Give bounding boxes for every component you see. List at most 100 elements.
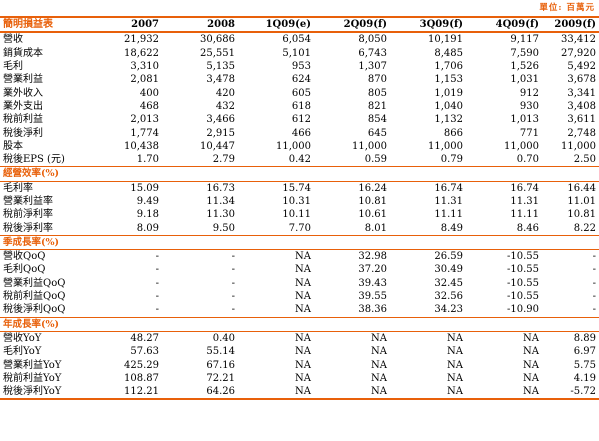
header-row: 簡明損益表 2007 2008 1Q09(e) 2Q09(f) 3Q09(f) …	[0, 15, 599, 34]
table-cell: -	[231, 277, 235, 289]
table-cell: -10.90	[506, 304, 539, 316]
table-cell: 854	[367, 114, 387, 126]
table-cell: 16.74	[510, 182, 539, 194]
table-cell: 805	[367, 87, 387, 99]
table-row: 銷貨成本 18,622 25,551 5,101 6,743 8,485 7,590 27,9…	[0, 47, 599, 60]
table-cell: 9.49	[136, 196, 159, 207]
table-cell: 15.09	[130, 182, 159, 194]
table-cell: NA	[447, 332, 463, 344]
table-cell: NA	[295, 264, 311, 276]
row-label: 業外收入	[3, 87, 43, 99]
column-header: 2008	[162, 15, 238, 34]
table-cell: -	[231, 304, 235, 316]
table-cell: 32.98	[358, 251, 387, 263]
table-row: 營收QoQ - - NA 32.98 26.59 -10.55 -	[0, 250, 599, 264]
table-cell: NA	[295, 277, 311, 289]
table-cell: NA	[466, 385, 542, 401]
table-cell: 771	[519, 127, 539, 139]
table-cell: 1,307	[358, 61, 387, 73]
row-label: 銷貨成本	[3, 47, 43, 59]
table-cell: 16.24	[358, 182, 387, 194]
column-header: 3Q09(f)	[390, 15, 466, 34]
table-cell: -	[592, 304, 596, 316]
table-cell: 0.40	[212, 332, 235, 344]
table-cell: 3,466	[206, 114, 235, 126]
table-cell: 8.01	[364, 222, 387, 234]
table-row: 稅前淨利率 9.18 11.30 10.11 10.61 11.11 11.11 10.81	[0, 208, 599, 221]
table-cell: NA	[523, 372, 539, 384]
row-label: 營收	[3, 34, 23, 46]
table-cell: 3,408	[567, 100, 596, 112]
table-cell: 26.59	[434, 251, 463, 263]
table-cell: 0.79	[440, 154, 463, 166]
table-cell: -	[592, 251, 596, 263]
table-cell: NA	[523, 359, 539, 371]
table-cell: 57.63	[130, 346, 159, 358]
column-header: 2009(f)	[542, 15, 599, 34]
table-cell: 0.70	[516, 154, 539, 166]
table-row: 毛利率 15.09 16.73 15.74 16.24 16.74 16.74 16.44	[0, 181, 599, 195]
table-cell: 67.16	[206, 359, 235, 371]
table-cell: 64.26	[162, 385, 238, 401]
table-cell: 1,019	[434, 87, 463, 99]
table-cell: NA	[447, 372, 463, 384]
table-cell: -	[231, 291, 235, 303]
table-cell: 10.81	[567, 209, 596, 221]
table-cell: 400	[139, 87, 159, 99]
row-label: 稅後EPS (元)	[3, 154, 65, 166]
table-cell: NA	[295, 291, 311, 303]
row-label: 毛利QoQ	[3, 264, 46, 276]
table-row: 營收YoY 48.27 0.40 NA NA NA NA 8.89	[0, 331, 599, 345]
table-cell: -	[592, 264, 596, 276]
table-cell: 1,132	[434, 114, 463, 126]
table-cell: NA	[371, 346, 387, 358]
table-cell: 30.49	[434, 264, 463, 276]
table-row: 毛利YoY 57.63 55.14 NA NA NA NA 6.97	[0, 345, 599, 358]
section-header-row: 年成長率(%)	[0, 316, 599, 332]
table-row: 稅後淨利QoQ - - NA 38.36 34.23 -10.90 -	[0, 303, 599, 317]
table-cell: 48.27	[130, 332, 159, 344]
table-cell: -	[231, 264, 235, 276]
table-cell: -	[155, 251, 159, 263]
table-cell: 3,341	[567, 87, 596, 99]
table-cell: -10.55	[506, 264, 539, 276]
table-cell: 4.19	[573, 372, 596, 384]
table-cell: 108.87	[124, 372, 159, 384]
table-cell: 2,748	[567, 127, 596, 139]
table-cell: 16.74	[434, 182, 463, 194]
table-cell: 1,013	[510, 114, 539, 126]
section-header-row: 季成長率(%)	[0, 234, 599, 251]
table-cell: 645	[367, 127, 387, 139]
table-cell: 2,013	[130, 114, 159, 126]
row-label: 業外支出	[3, 100, 43, 112]
table-cell: 25,551	[200, 47, 235, 59]
row-label: 股本	[3, 140, 23, 152]
table-cell: 618	[291, 100, 311, 112]
table-cell: 39.55	[358, 291, 387, 303]
table-cell: 11,000	[561, 140, 596, 152]
table-cell: 21,932	[124, 34, 159, 46]
table-cell: 7,590	[510, 47, 539, 59]
row-label: 營收YoY	[3, 332, 42, 344]
row-label: 毛利率	[3, 182, 33, 194]
table-cell: 15.74	[282, 182, 311, 194]
table-cell: 1,040	[434, 100, 463, 112]
table-cell: 466	[291, 127, 311, 139]
table-cell: NA	[295, 359, 311, 371]
table-cell: 11.01	[567, 196, 596, 207]
table-cell: 10.81	[358, 196, 387, 207]
table-cell: 10,191	[428, 34, 463, 46]
table-cell: 7.70	[288, 222, 311, 234]
table-row: 稅後淨利YoY 112.21 64.26 NA NA NA NA -5.72	[0, 385, 599, 401]
table-cell: 32.56	[434, 291, 463, 303]
table-cell: NA	[314, 385, 390, 401]
table-row: 毛利QoQ - - NA 37.20 30.49 -10.55 -	[0, 263, 599, 276]
table-cell: 10.61	[358, 209, 387, 221]
table-cell: 11.30	[206, 209, 235, 221]
table-row: 股本 10,438 10,447 11,000 11,000 11,000 11,000 11…	[0, 140, 599, 153]
table-cell: 1.70	[136, 154, 159, 166]
table-cell: -	[155, 277, 159, 289]
table-cell: 10,447	[200, 140, 235, 152]
table-cell: 5,101	[282, 47, 311, 59]
table-row: 稅後淨利 1,774 2,915 466 645 866 771 2,748	[0, 126, 599, 139]
